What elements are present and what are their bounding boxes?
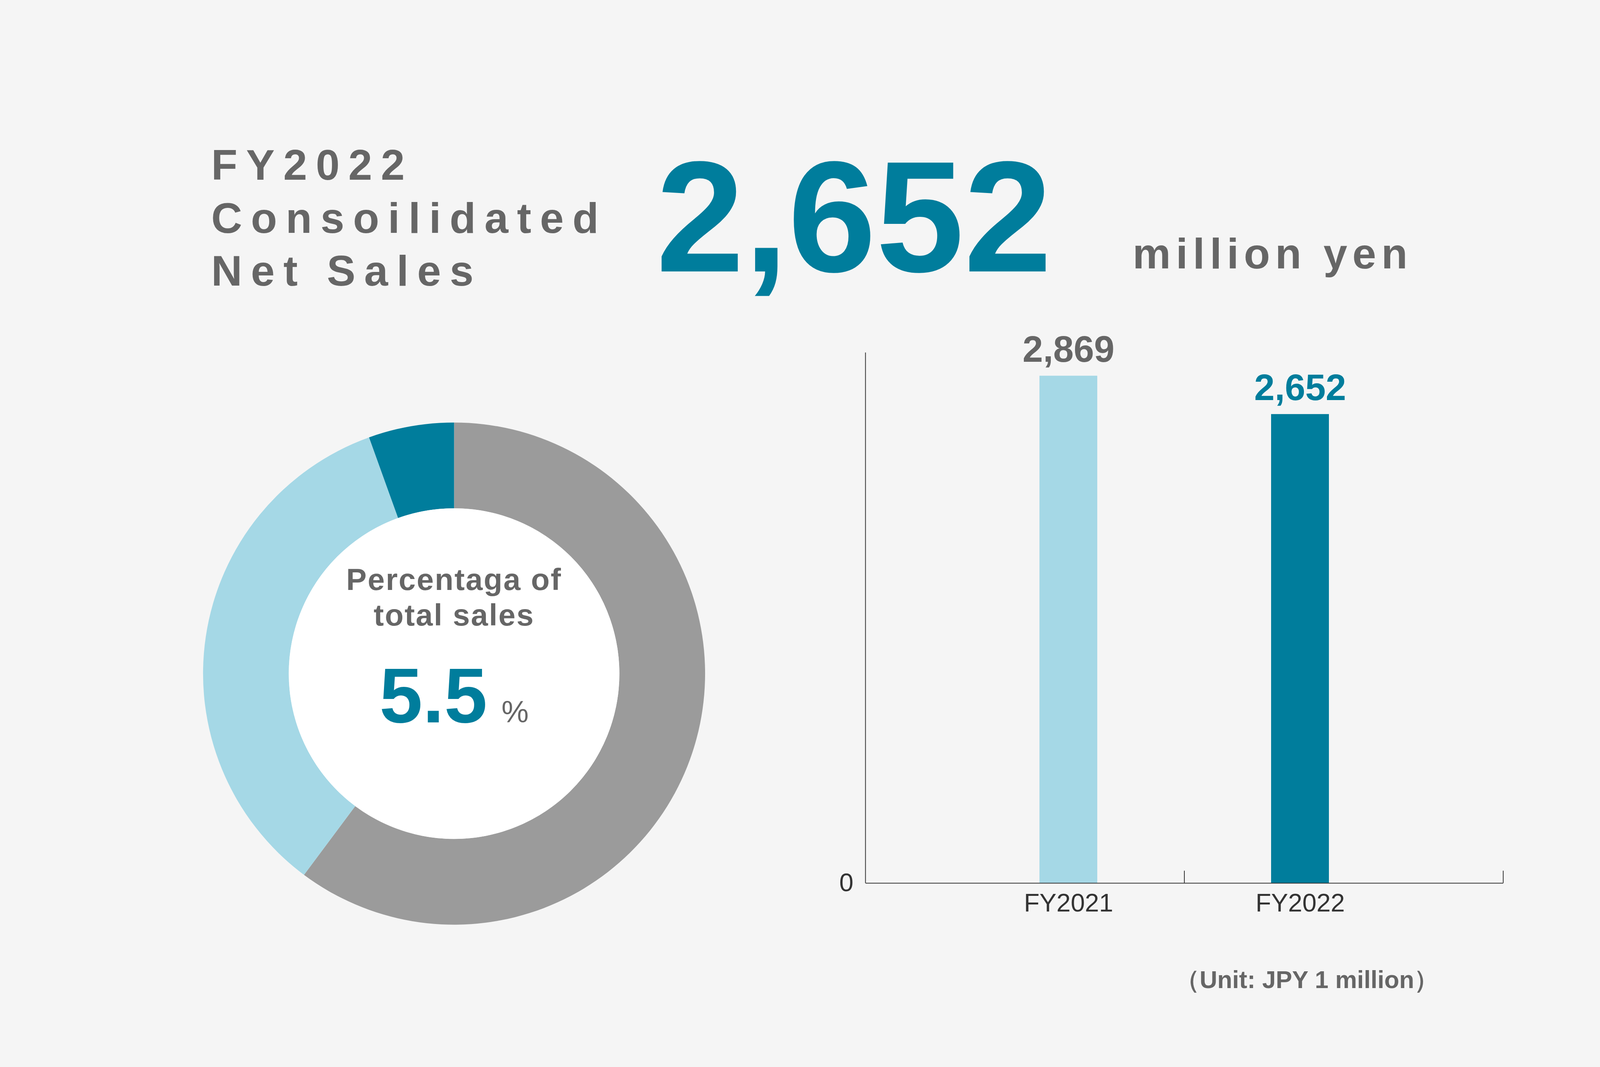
svg-text:2,869: 2,869 bbox=[1022, 328, 1115, 370]
svg-text:Consoilidated: Consoilidated bbox=[211, 194, 608, 242]
svg-text:FY2022: FY2022 bbox=[1255, 888, 1345, 917]
svg-text:FY2021: FY2021 bbox=[1023, 888, 1114, 917]
svg-text:0: 0 bbox=[839, 867, 854, 897]
svg-text:million yen: million yen bbox=[1132, 229, 1413, 278]
svg-text:5.5%: 5.5% bbox=[379, 651, 529, 739]
svg-text:2,652: 2,652 bbox=[1253, 366, 1346, 408]
svg-text:（Unit: JPY 1 million）: （Unit: JPY 1 million） bbox=[1175, 965, 1439, 993]
svg-text:Percentaga of: Percentaga of bbox=[346, 562, 562, 597]
svg-text:Net Sales: Net Sales bbox=[211, 246, 483, 295]
svg-text:FY2022: FY2022 bbox=[211, 141, 414, 189]
svg-text:2,652: 2,652 bbox=[656, 128, 1052, 306]
svg-text:total sales: total sales bbox=[373, 597, 535, 633]
